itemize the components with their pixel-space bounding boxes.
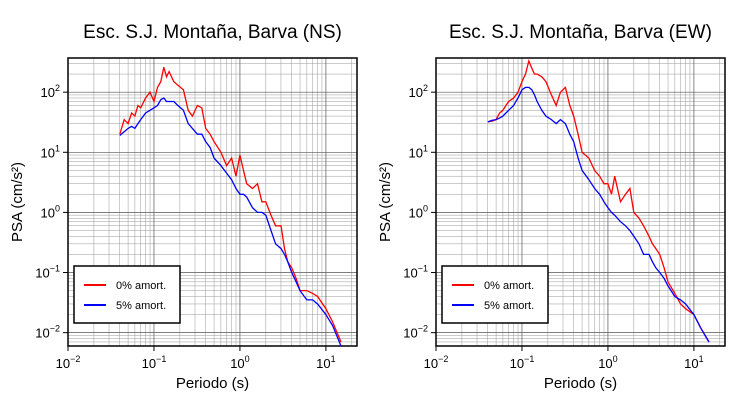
y-axis-label: PSA (cm/s²) <box>9 162 26 242</box>
tick-label: 10−2 <box>403 324 428 341</box>
tick-base: 10 <box>56 356 70 371</box>
tick-exponent: −1 <box>524 354 534 364</box>
legend-label: 0% amort. <box>116 280 166 292</box>
tick-base: 10 <box>41 85 55 100</box>
tick-base: 10 <box>424 356 438 371</box>
legend-label: 5% amort. <box>484 300 534 312</box>
tick-base: 10 <box>35 266 49 281</box>
x-axis-label: Periodo (s) <box>544 375 617 392</box>
tick-exponent: 1 <box>55 143 60 153</box>
tick-exponent: 1 <box>423 143 428 153</box>
tick-base: 10 <box>409 205 423 220</box>
tick-base: 10 <box>409 145 423 160</box>
tick-label: 100 <box>230 354 249 371</box>
tick-label: 100 <box>598 354 617 371</box>
legend-box <box>73 265 181 324</box>
tick-exponent: −1 <box>50 264 60 274</box>
tick-label: 102 <box>409 83 428 100</box>
tick-base: 10 <box>409 85 423 100</box>
series-line <box>487 58 710 343</box>
tick-label: 10−1 <box>35 264 60 281</box>
tick-base: 10 <box>230 356 244 371</box>
y-axis-label: PSA (cm/s²) <box>377 162 394 242</box>
tick-exponent: −2 <box>418 324 428 334</box>
tick-exponent: 2 <box>55 83 60 93</box>
tick-label: 101 <box>684 354 703 371</box>
tick-label: 10−1 <box>510 354 535 371</box>
legend-label: 5% amort. <box>116 300 166 312</box>
tick-label: 10−1 <box>403 264 428 281</box>
x-axis-label: Periodo (s) <box>176 375 249 392</box>
tick-exponent: 1 <box>331 354 336 364</box>
tick-base: 10 <box>35 326 49 341</box>
tick-label: 101 <box>41 143 60 160</box>
tick-base: 10 <box>684 356 698 371</box>
tick-exponent: 0 <box>613 354 618 364</box>
series-line <box>119 67 342 343</box>
tick-exponent: −2 <box>50 324 60 334</box>
tick-label: 100 <box>41 203 60 220</box>
plot-frame <box>435 57 726 347</box>
tick-base: 10 <box>142 356 156 371</box>
tick-label: 102 <box>41 83 60 100</box>
tick-base: 10 <box>316 356 330 371</box>
tick-label: 101 <box>409 143 428 160</box>
tick-exponent: −2 <box>438 354 448 364</box>
plot-frame <box>67 57 358 347</box>
chart-title: Esc. S.J. Montaña, Barva (EW) <box>449 22 712 43</box>
tick-base: 10 <box>403 326 417 341</box>
tick-label: 10−2 <box>35 324 60 341</box>
tick-base: 10 <box>41 205 55 220</box>
tick-exponent: 1 <box>699 354 704 364</box>
series-line <box>487 86 710 343</box>
legend-label: 0% amort. <box>484 280 534 292</box>
series-line <box>119 97 342 347</box>
tick-exponent: −2 <box>70 354 80 364</box>
tick-exponent: 0 <box>423 203 428 213</box>
tick-base: 10 <box>598 356 612 371</box>
tick-exponent: 0 <box>55 203 60 213</box>
tick-exponent: 0 <box>245 354 250 364</box>
legend-box <box>441 265 549 324</box>
tick-base: 10 <box>403 266 417 281</box>
tick-exponent: −1 <box>156 354 166 364</box>
chart-title: Esc. S.J. Montaña, Barva (NS) <box>83 22 342 43</box>
tick-base: 10 <box>41 145 55 160</box>
tick-label: 10−2 <box>56 354 81 371</box>
tick-label: 100 <box>409 203 428 220</box>
tick-label: 101 <box>316 354 335 371</box>
tick-label: 10−1 <box>142 354 167 371</box>
tick-label: 10−2 <box>424 354 449 371</box>
tick-exponent: 2 <box>423 83 428 93</box>
tick-exponent: −1 <box>418 264 428 274</box>
tick-base: 10 <box>510 356 524 371</box>
